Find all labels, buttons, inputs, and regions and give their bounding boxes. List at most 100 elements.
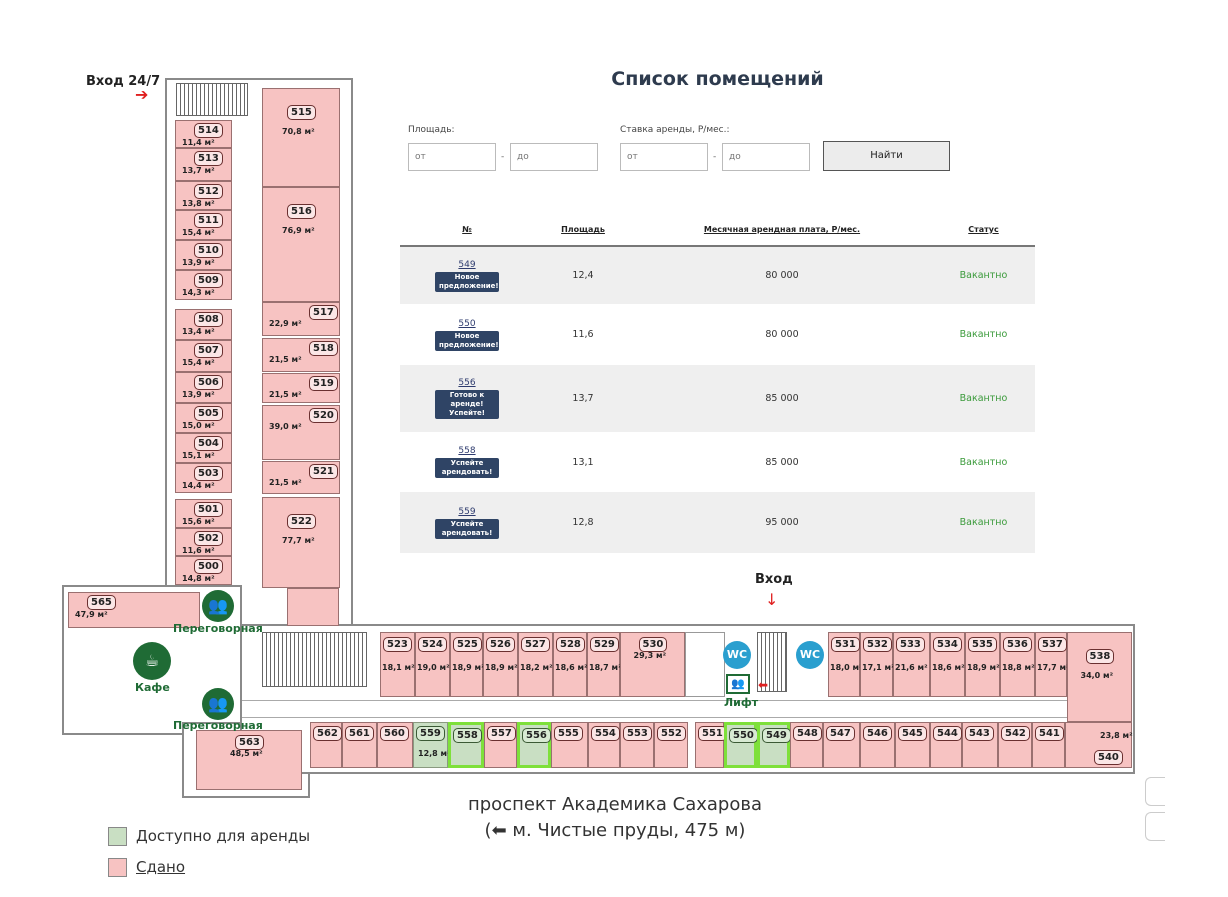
room-555[interactable]: 555 — [551, 722, 588, 768]
header-area[interactable]: Площадь — [534, 214, 632, 247]
room-546[interactable]: 546 — [860, 722, 895, 768]
stairs-top — [176, 83, 248, 116]
room-552[interactable]: 552 — [654, 722, 688, 768]
room-548[interactable]: 548 — [790, 722, 823, 768]
room-531[interactable]: 531 18,0 м² — [828, 632, 863, 697]
room-556[interactable]: 556 — [517, 722, 551, 768]
room-537[interactable]: 537 17,7 м² — [1035, 632, 1070, 697]
table-row[interactable]: 559 Успейте арендовать! 12,8 95 000 Вакан… — [400, 492, 1035, 553]
room-542[interactable]: 542 — [998, 722, 1032, 768]
room-506[interactable]: 506 13,9 м² — [175, 372, 232, 403]
room-547[interactable]: 547 — [823, 722, 860, 768]
room-560[interactable]: 560 — [377, 722, 413, 768]
room-530[interactable]: 530 29,3 м² — [620, 632, 685, 697]
room-area-label: 18,0 м² — [830, 663, 863, 672]
room-527[interactable]: 527 18,2 м² — [518, 632, 553, 697]
room-529[interactable]: 529 18,7 м² — [587, 632, 622, 697]
room-523[interactable]: 523 18,1 м² — [380, 632, 415, 697]
table-row[interactable]: 558 Успейте арендовать! 13,1 85 000 Вакан… — [400, 432, 1035, 492]
search-button[interactable]: Найти — [823, 141, 950, 171]
room-area-label: 17,7 м² — [1037, 663, 1070, 672]
room-543[interactable]: 543 — [962, 722, 998, 768]
room-number-label: 554 — [591, 726, 620, 741]
room-513[interactable]: 513 13,7 м² — [175, 148, 232, 181]
rate-from-input[interactable] — [620, 143, 708, 171]
room-532[interactable]: 532 17,1 м² — [860, 632, 895, 697]
header-status[interactable]: Статус — [932, 214, 1035, 247]
room-549[interactable]: 549 — [757, 722, 791, 768]
room-area-label: 13,9 м² — [182, 390, 215, 399]
room-507[interactable]: 507 15,4 м² — [175, 340, 232, 372]
room-number-label: 543 — [965, 726, 994, 741]
room-link[interactable]: 550 — [458, 318, 476, 329]
room-area-label: 21,6 м² — [895, 663, 928, 672]
room-510[interactable]: 510 13,9 м² — [175, 240, 232, 270]
room-565[interactable]: 565 47,9 м² — [68, 592, 200, 628]
side-button[interactable] — [1145, 777, 1165, 806]
room-area-label: 14,8 м² — [182, 574, 215, 583]
room-559[interactable]: 559 12,8 м² — [413, 722, 451, 768]
room-number-label: 510 — [194, 243, 223, 258]
table-row[interactable]: 549 Новое предложение! 12,4 80 000 Вакант… — [400, 246, 1035, 304]
side-button[interactable] — [1145, 812, 1165, 841]
table-row[interactable]: 556 Готово к аренде! Успейте! 13,7 85 000… — [400, 365, 1035, 432]
header-rent[interactable]: Месячная арендная плата, Р/мес. — [632, 214, 932, 247]
room-514[interactable]: 514 11,4 м² — [175, 120, 232, 148]
room-525[interactable]: 525 18,9 м² — [450, 632, 485, 697]
room-554[interactable]: 554 — [588, 722, 620, 768]
room-504[interactable]: 504 15,1 м² — [175, 433, 232, 463]
room-link[interactable]: 558 — [458, 446, 476, 456]
room-562[interactable]: 562 — [310, 722, 342, 768]
room-561[interactable]: 561 — [342, 722, 377, 768]
room-533[interactable]: 533 21,6 м² — [893, 632, 930, 697]
room-519[interactable]: 519 21,5 м² — [262, 373, 340, 403]
room-520[interactable]: 520 39,0 м² — [262, 405, 340, 460]
room-516[interactable]: 516 76,9 м² — [262, 187, 340, 302]
room-512[interactable]: 512 13,8 м² — [175, 181, 232, 210]
room-509[interactable]: 509 14,3 м² — [175, 270, 232, 300]
header-number[interactable]: № — [400, 214, 534, 247]
room-521[interactable]: 521 21,5 м² — [262, 461, 340, 494]
room-517[interactable]: 517 22,9 м² — [262, 302, 340, 336]
room-500[interactable]: 500 14,8 м² — [175, 556, 232, 585]
legend-rented-link[interactable]: Сдано — [136, 858, 186, 876]
room-526[interactable]: 526 18,9 м² — [483, 632, 518, 697]
room-557[interactable]: 557 — [484, 722, 517, 768]
room-528[interactable]: 528 18,6 м² — [553, 632, 588, 697]
room-511[interactable]: 511 15,4 м² — [175, 210, 232, 240]
room-536[interactable]: 536 18,8 м² — [1000, 632, 1035, 697]
room-link[interactable]: 549 — [458, 259, 476, 270]
room-link[interactable]: 556 — [458, 378, 476, 388]
room-535[interactable]: 535 18,9 м² — [965, 632, 1000, 697]
room-551[interactable]: 551 — [695, 722, 727, 768]
room-508[interactable]: 508 13,4 м² — [175, 309, 232, 340]
room-545[interactable]: 545 — [895, 722, 930, 768]
area-from-input[interactable] — [408, 143, 496, 171]
room-518[interactable]: 518 21,5 м² — [262, 338, 340, 372]
room-515[interactable]: 515 70,8 м² — [262, 88, 340, 187]
table-row[interactable]: 550 Новое предложение! 11,6 80 000 Вакант… — [400, 304, 1035, 365]
room-area-label: 21,5 м² — [269, 390, 302, 399]
room-area-label: 18,9 м² — [485, 663, 518, 672]
room-number-label: 506 — [194, 375, 223, 390]
room-503[interactable]: 503 14,4 м² — [175, 463, 232, 493]
room-505[interactable]: 505 15,0 м² — [175, 403, 232, 433]
meeting-room-icon: 👥 — [202, 688, 234, 720]
room-534[interactable]: 534 18,6 м² — [930, 632, 965, 697]
room-544[interactable]: 544 — [930, 722, 962, 768]
rate-filter-label: Ставка аренды, Р/мес.: — [620, 125, 730, 135]
room-538[interactable]: 538 34,0 м² — [1067, 632, 1132, 722]
room-link[interactable]: 559 — [458, 506, 476, 517]
room-563[interactable]: 563 48,5 м² — [196, 730, 302, 790]
room-501[interactable]: 501 15,6 м² — [175, 499, 232, 528]
room-524[interactable]: 524 19,0 м² — [415, 632, 450, 697]
room-558[interactable]: 558 — [448, 722, 484, 768]
room-550[interactable]: 550 — [724, 722, 758, 768]
room-553[interactable]: 553 — [620, 722, 654, 768]
room-540[interactable]: 540 23,8 м² — [1065, 722, 1133, 768]
room-541[interactable]: 541 — [1032, 722, 1065, 768]
room-522[interactable]: 522 77,7 м² — [262, 497, 340, 588]
rate-to-input[interactable] — [722, 143, 810, 171]
room-502[interactable]: 502 11,6 м² — [175, 528, 232, 556]
area-to-input[interactable] — [510, 143, 598, 171]
